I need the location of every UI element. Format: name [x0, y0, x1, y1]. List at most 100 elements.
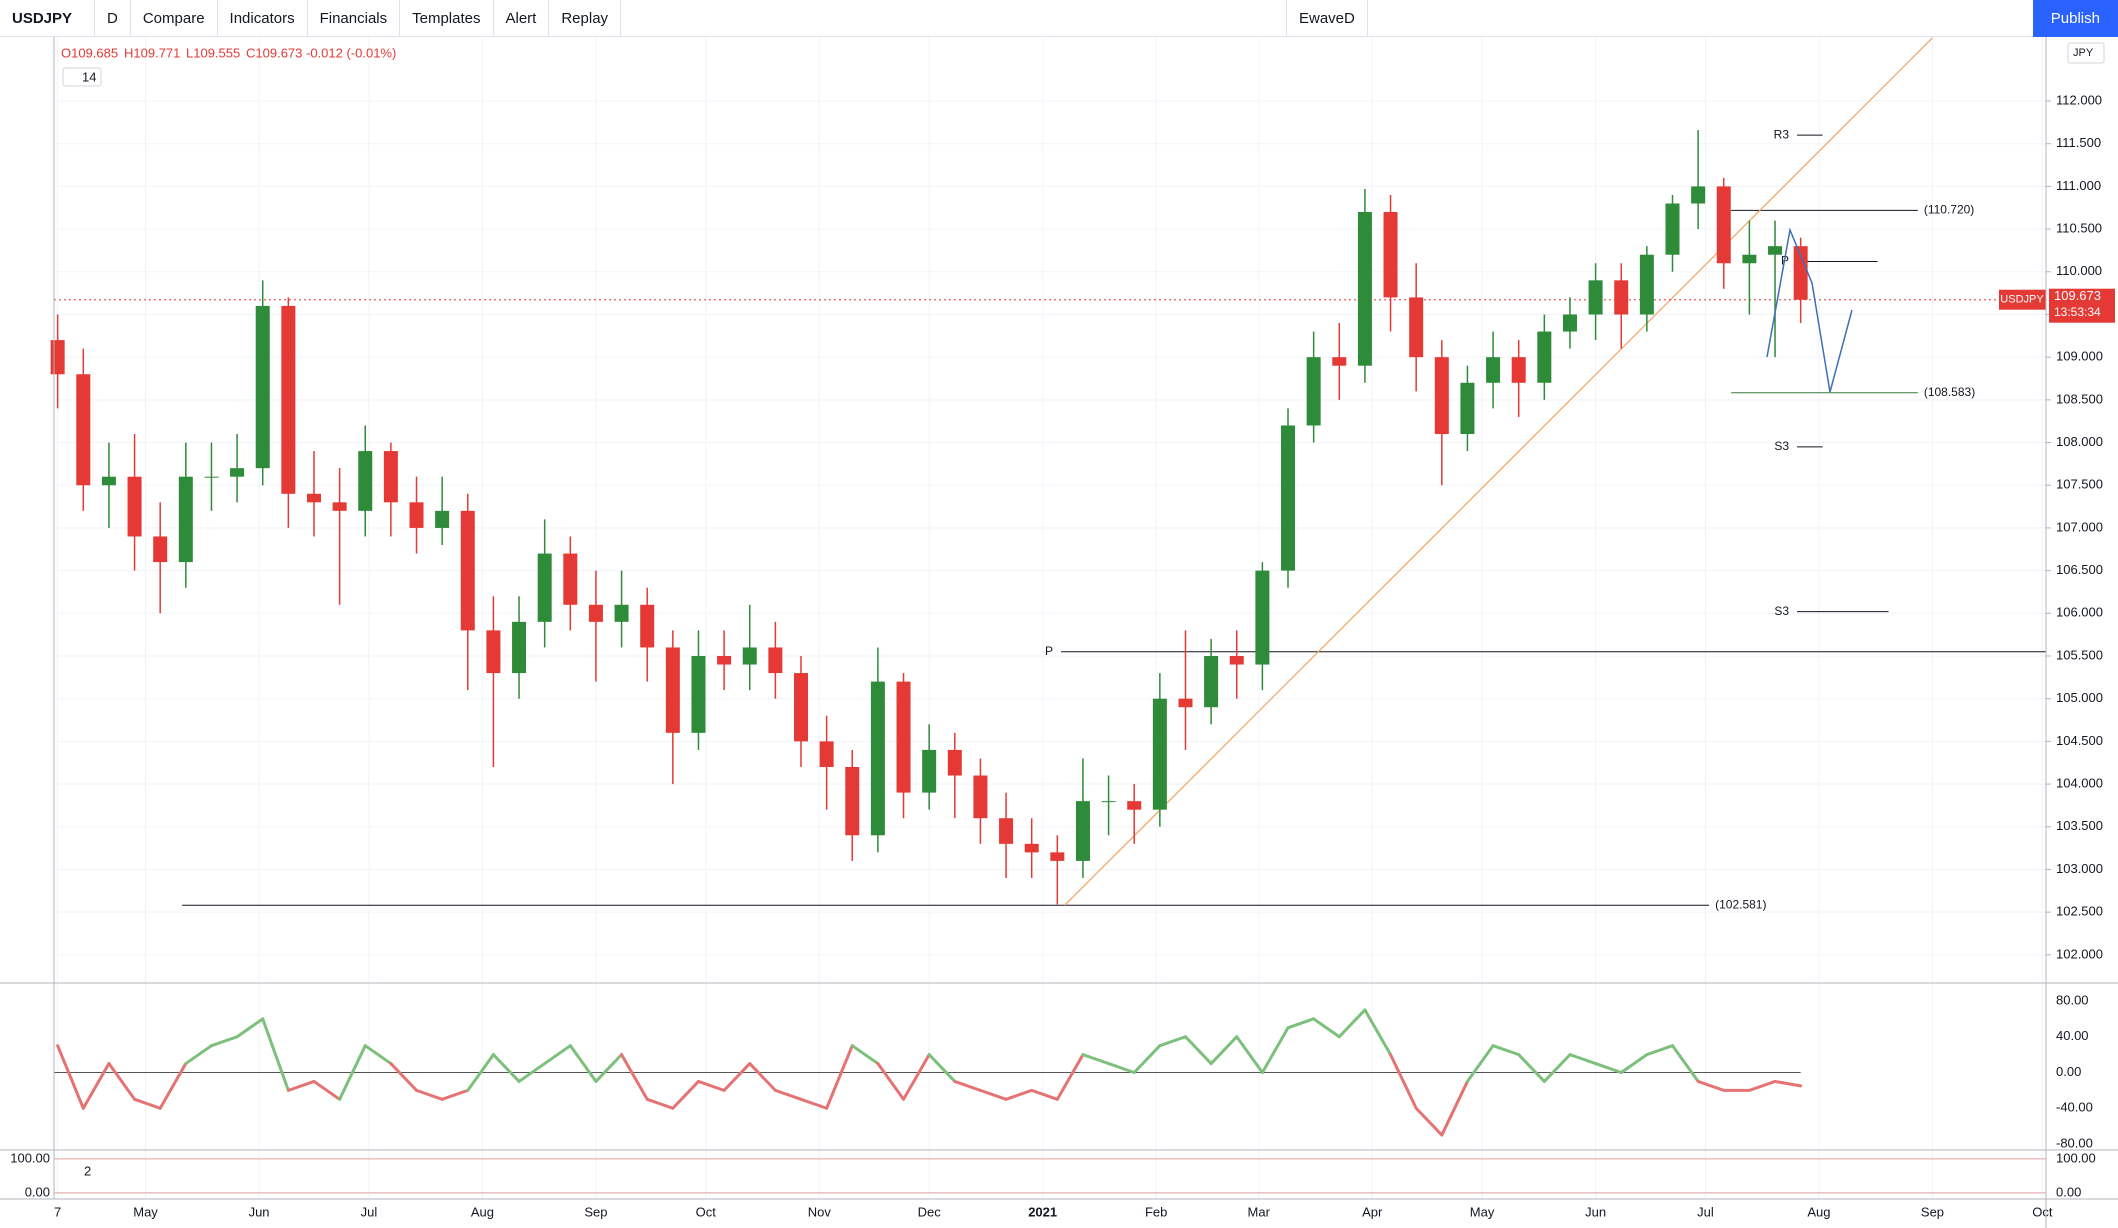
candle-body [1639, 254, 1654, 315]
oscillator-segment [158, 1062, 188, 1110]
candle-body [1152, 698, 1167, 810]
layout[interactable]: EwaveD [1285, 0, 1368, 37]
ohlc-legend: O109.685 [61, 45, 118, 60]
candle-body [922, 749, 937, 793]
y-tick-label: 103.000 [2056, 861, 2103, 876]
oscillator-segment [748, 1062, 777, 1092]
candle-body [640, 604, 655, 648]
candle-body [1742, 254, 1757, 264]
x-tick-label: 2021 [1028, 1204, 1057, 1219]
oscillator-segment [568, 1044, 598, 1083]
x-tick-label: Sep [1921, 1204, 1944, 1219]
currency[interactable]: JPY [2073, 47, 2094, 59]
oscillator-segment [1286, 1017, 1316, 1030]
level-label: R3 [1774, 127, 1790, 141]
candle-body [512, 621, 527, 674]
oscillator-segment [1209, 1035, 1239, 1066]
candle-body [563, 553, 578, 605]
oscillator-segment [927, 1053, 957, 1083]
candle-body [486, 630, 501, 674]
alert[interactable]: Alert [494, 0, 550, 37]
y-tick-label: -40.00 [2056, 1100, 2093, 1115]
candle-body [537, 553, 552, 622]
oscillator-segment [1773, 1079, 1803, 1088]
compare[interactable]: Compare [131, 0, 218, 37]
trend-line [1064, 37, 1933, 906]
oscillator-segment [1414, 1106, 1444, 1137]
countdown: 13:53:34 [2054, 305, 2101, 319]
oscillator-segment [1389, 1053, 1418, 1110]
oscillator-segment [799, 1097, 829, 1110]
oscillator-segment [209, 1035, 239, 1048]
symbol[interactable]: USDJPY [0, 0, 95, 37]
y-tick-label: 108.500 [2056, 391, 2103, 406]
oscillator-segment [1491, 1044, 1521, 1057]
currency-box[interactable] [2067, 42, 2105, 64]
oscillator-segment [1183, 1035, 1213, 1066]
candle-body [896, 681, 911, 793]
oscillator-segment [773, 1088, 803, 1101]
level-label: (110.720) [1924, 202, 1974, 216]
candle-body [306, 493, 321, 503]
x-tick-label: Nov [808, 1204, 832, 1219]
candle-body [1383, 212, 1398, 298]
candle-body [1486, 357, 1501, 383]
candle-body [1562, 314, 1577, 332]
candle-body [1614, 280, 1629, 315]
y-tick-label: 106.500 [2056, 562, 2103, 577]
candle-body [1357, 212, 1372, 366]
x-tick-label: Oct [2032, 1204, 2053, 1219]
oscillator-segment [1440, 1079, 1469, 1137]
toolbar: USDJPY D Compare Indicators Financials T… [0, 0, 2118, 37]
oscillator-segment [1132, 1044, 1162, 1074]
y-tick-label: -80.00 [2056, 1135, 2093, 1150]
ohlc-legend: C109.673 [246, 45, 302, 60]
candle-body [614, 604, 629, 622]
publish[interactable]: Publish [2032, 0, 2118, 37]
y-tick-label: 80.00 [2056, 992, 2089, 1007]
templates[interactable]: Templates [400, 0, 494, 37]
x-tick-label: May [1470, 1204, 1495, 1219]
indicators[interactable]: Indicators [218, 0, 308, 37]
candle-body [1178, 698, 1193, 708]
oscillator-segment [1363, 1008, 1393, 1057]
oscillator-segment [1260, 1026, 1290, 1074]
financials[interactable]: Financials [308, 0, 401, 37]
oscillator-segment [1696, 1079, 1726, 1092]
candle-body [255, 305, 270, 469]
candle-body [1434, 357, 1449, 435]
candle-body [794, 673, 808, 742]
oscillator-segment [363, 1044, 393, 1066]
y-tick-label: 107.000 [2056, 519, 2103, 534]
oscillator-segment [1465, 1044, 1495, 1083]
oscillator-segment [978, 1088, 1008, 1101]
oscillator-segment [440, 1088, 470, 1101]
oscillator-segment [133, 1097, 162, 1110]
indicator-badge[interactable]: 14 [82, 69, 96, 84]
interval[interactable]: D [95, 0, 131, 37]
oscillator-segment [1747, 1079, 1777, 1092]
oscillator-segment [543, 1044, 572, 1066]
candle-body [1255, 570, 1270, 665]
candle-body [1332, 357, 1347, 366]
candle-body [1204, 655, 1219, 708]
oscillator-segment [594, 1053, 624, 1083]
candle-body [947, 749, 962, 776]
oscillator-segment [1158, 1035, 1187, 1048]
indicator-badge-box[interactable] [62, 67, 102, 87]
x-tick-label: Aug [1807, 1204, 1830, 1219]
candle-body [691, 655, 706, 733]
oscillator-segment [286, 1079, 316, 1092]
oscillator-segment [1107, 1062, 1136, 1074]
candle-body [409, 502, 424, 528]
candle-body [460, 510, 475, 631]
oscillator-segment [415, 1088, 444, 1101]
replay[interactable]: Replay [549, 0, 622, 37]
price-tag-bg [1999, 289, 2046, 310]
level-label: S3 [1774, 604, 1789, 618]
indicator-badge[interactable]: 2 [84, 1163, 91, 1178]
x-tick-label: 7 [54, 1204, 61, 1219]
y-tick-label: 108.000 [2056, 434, 2103, 449]
candle-body [819, 741, 834, 767]
